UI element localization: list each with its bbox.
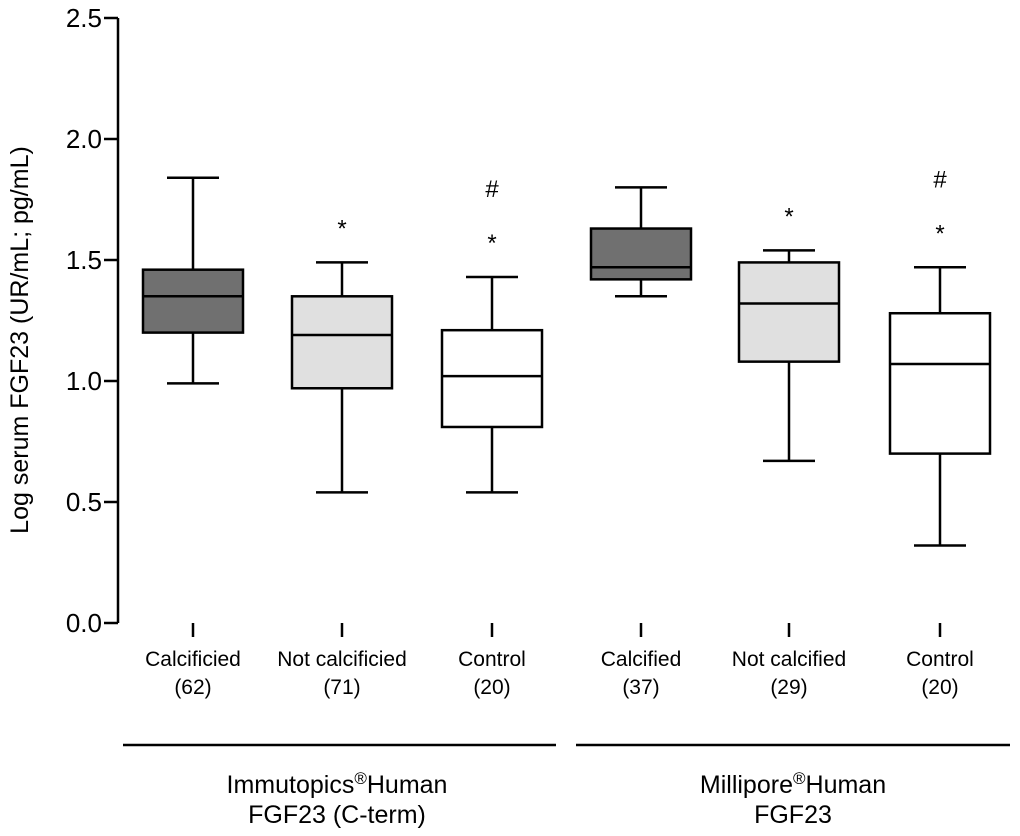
y-tick-label: 0.0 [66, 608, 102, 638]
box-control: *# [440, 176, 544, 494]
iqr-box [737, 261, 841, 363]
y-tick-label: 0.5 [66, 487, 102, 517]
group-brand: Immutopics [227, 771, 355, 799]
category-count: (62) [174, 676, 211, 699]
significance-hash: # [485, 176, 499, 203]
box-calcificied [141, 176, 245, 385]
box-series: **#**# [141, 166, 992, 547]
significance-star: * [935, 220, 944, 247]
group-label-line2: FGF23 [754, 801, 832, 829]
category-count: (20) [473, 676, 510, 699]
category-count: (37) [622, 676, 659, 699]
iqr-box [290, 295, 394, 390]
group-label-line1: Immutopics®Human [227, 769, 448, 800]
significance-star: * [337, 215, 346, 242]
group-label-line2: FGF23 (C-term) [248, 801, 426, 829]
group-brand-suffix: Human [367, 771, 448, 799]
category-label: Control [458, 648, 526, 671]
group-label-line1: Millipore®Human [700, 769, 886, 800]
iqr-box [141, 268, 245, 334]
y-tick-label: 2.0 [66, 124, 102, 154]
registered-mark: ® [354, 769, 367, 788]
group-brand: Millipore [700, 771, 793, 799]
category-labels: Calcificied (62) Not calcificied (71) Contro… [145, 623, 974, 699]
category-label: Not calcified [732, 648, 846, 671]
y-tick-label: 1.0 [66, 366, 102, 396]
significance-hash: # [933, 166, 947, 193]
y-axis: 0.0 0.5 1.0 1.5 2.0 2.5 [66, 3, 120, 638]
category-label: Not calcificied [277, 648, 407, 671]
category-count: (20) [921, 676, 958, 699]
iqr-box [589, 227, 693, 281]
significance-star: * [784, 203, 793, 230]
box-calcified [589, 186, 693, 298]
group-brand-suffix: Human [806, 771, 887, 799]
significance-star: * [487, 230, 496, 257]
box-control: *# [888, 166, 992, 547]
iqr-box [888, 311, 992, 455]
category-label: Calcificied [145, 648, 241, 671]
y-tick-label: 2.5 [66, 3, 102, 33]
category-count: (29) [770, 676, 807, 699]
category-label: Calcified [601, 648, 682, 671]
category-count: (71) [323, 676, 360, 699]
box-not-calcified: * [737, 203, 841, 463]
registered-mark: ® [793, 769, 806, 788]
y-tick-label: 1.5 [66, 245, 102, 275]
category-label: Control [906, 648, 974, 671]
box-not-calcificied: * [290, 215, 394, 494]
y-axis-label: Log serum FGF23 (UR/mL; pg/mL) [6, 146, 34, 534]
iqr-box [440, 328, 544, 429]
